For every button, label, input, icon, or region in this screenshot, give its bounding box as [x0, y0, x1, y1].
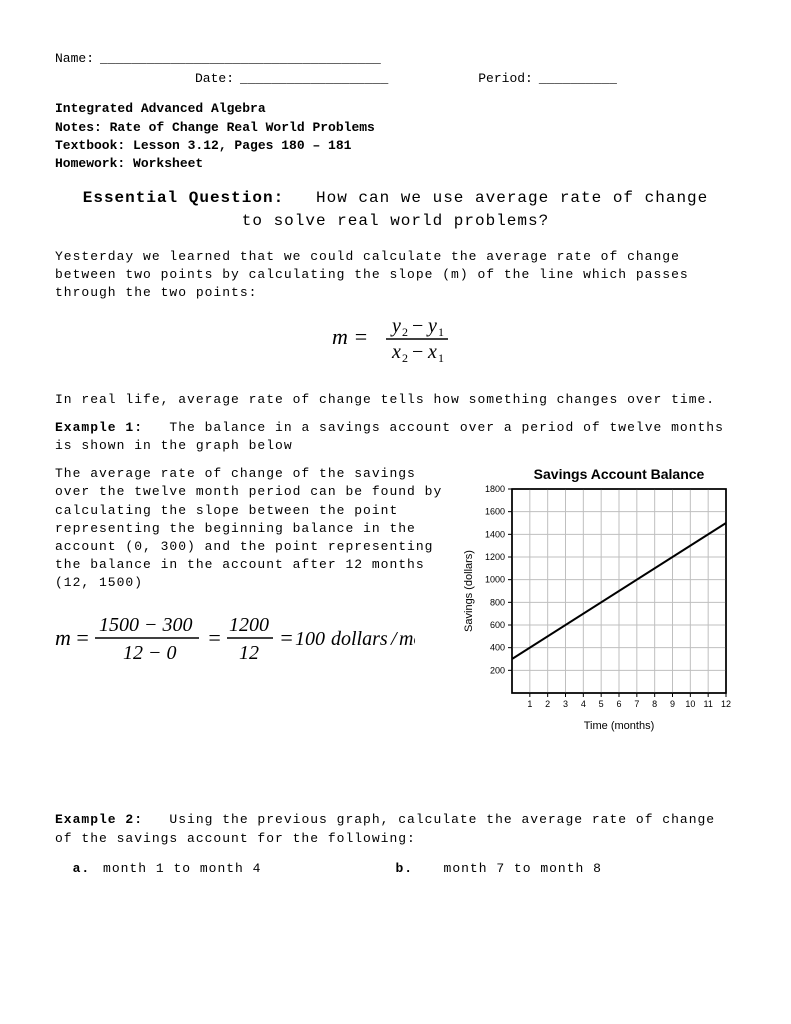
formula-minus: −	[412, 315, 423, 337]
intro-paragraph: Yesterday we learned that we could calcu…	[55, 248, 736, 303]
svg-text:400: 400	[490, 643, 505, 653]
svg-text:1800: 1800	[485, 484, 505, 494]
svg-text:1400: 1400	[485, 530, 505, 540]
example-2-part-a: a. month 1 to month 4	[55, 860, 396, 878]
date-label: Date:	[195, 70, 234, 88]
part-a-label: a.	[73, 861, 91, 876]
name-blank: ____________________________________	[100, 50, 381, 68]
svg-text:Savings (dollars): Savings (dollars)	[463, 550, 475, 632]
svg-text:1: 1	[527, 699, 532, 709]
formula-numerator: y	[390, 315, 401, 337]
course-info-block: Integrated Advanced Algebra Notes: Rate …	[55, 100, 736, 173]
course-line-1: Integrated Advanced Algebra	[55, 100, 736, 118]
svg-text:7: 7	[634, 699, 639, 709]
svg-text:/: /	[390, 628, 399, 650]
example-2-label: Example 2:	[55, 812, 143, 827]
formula-sub: 2	[402, 325, 408, 339]
example-1-intro-text: The balance in a savings account over a …	[55, 420, 724, 453]
period-blank: __________	[539, 70, 617, 88]
essential-text-2: to solve real world problems?	[242, 212, 549, 230]
svg-text:12: 12	[721, 699, 731, 709]
svg-text:10: 10	[685, 699, 695, 709]
svg-text:1500 − 300: 1500 − 300	[99, 614, 193, 636]
part-b-text: month 7 to month 8	[444, 861, 602, 876]
svg-text:1200: 1200	[485, 552, 505, 562]
svg-text:2: 2	[545, 699, 550, 709]
course-line-4: Homework: Worksheet	[55, 155, 736, 173]
example-1-calc: m = 1500 − 300 12 − 0 = 1200 12 = 100 do…	[55, 611, 444, 675]
svg-text:8: 8	[652, 699, 657, 709]
svg-text:3: 3	[563, 699, 568, 709]
formula-minus2: −	[412, 341, 423, 363]
svg-text:4: 4	[581, 699, 586, 709]
example-2-text: Using the previous graph, calculate the …	[55, 812, 715, 845]
example-1-intro: Example 1: The balance in a savings acco…	[55, 419, 736, 455]
name-label: Name:	[55, 50, 94, 68]
svg-text:m: m	[55, 625, 71, 650]
example-1-desc: The average rate of change of the saving…	[55, 465, 444, 592]
example-2-parts: a. month 1 to month 4 b. month 7 to mont…	[55, 860, 736, 878]
header-name-line: Name: __________________________________…	[55, 50, 736, 68]
svg-text:200: 200	[490, 666, 505, 676]
svg-text:12: 12	[239, 642, 259, 664]
svg-text:Time (months): Time (months)	[584, 720, 655, 732]
essential-question: Essential Question: How can we use avera…	[55, 187, 736, 232]
formula-lhs: m =	[332, 324, 368, 349]
svg-text:100: 100	[295, 628, 325, 650]
real-life-paragraph: In real life, average rate of change tel…	[55, 391, 736, 409]
svg-text:800: 800	[490, 598, 505, 608]
svg-text:1600: 1600	[485, 507, 505, 517]
example-2: Example 2: Using the previous graph, cal…	[55, 811, 736, 847]
formula-x2: x	[391, 341, 401, 363]
part-a-text: month 1 to month 4	[103, 861, 261, 876]
slope-formula: m = y 2 − y 1 x 2 − x 1	[55, 312, 736, 372]
svg-text:=: =	[279, 625, 294, 650]
part-b-label: b.	[396, 861, 414, 876]
svg-text:12 − 0: 12 − 0	[123, 642, 177, 664]
svg-text:6: 6	[616, 699, 621, 709]
svg-text:600: 600	[490, 620, 505, 630]
svg-text:=: =	[75, 625, 90, 650]
example-2-part-b: b. month 7 to month 8	[396, 860, 737, 878]
period-label: Period:	[478, 70, 533, 88]
svg-text:dollars: dollars	[331, 628, 388, 650]
header-date-period-line: Date: ___________________ Period: ______…	[55, 70, 736, 88]
essential-label: Essential Question:	[83, 189, 284, 207]
savings-chart: Savings Account Balance 200 400 600 800 1000 1…	[456, 465, 736, 741]
date-blank: ___________________	[240, 70, 388, 88]
svg-text:month: month	[399, 628, 415, 650]
formula-x1: x	[427, 341, 437, 363]
svg-text:5: 5	[599, 699, 604, 709]
svg-text:Savings Account Balance: Savings Account Balance	[534, 466, 705, 482]
svg-text:1000: 1000	[485, 575, 505, 585]
course-line-3: Textbook: Lesson 3.12, Pages 180 – 181	[55, 137, 736, 155]
svg-text:=: =	[207, 625, 222, 650]
course-line-2: Notes: Rate of Change Real World Problem…	[55, 119, 736, 137]
svg-text:1200: 1200	[229, 614, 269, 636]
essential-text-1: How can we use average rate of change	[316, 189, 708, 207]
example-1-label: Example 1:	[55, 420, 143, 435]
svg-text:11: 11	[703, 699, 712, 709]
formula-subx1: 1	[438, 351, 444, 365]
svg-text:9: 9	[670, 699, 675, 709]
example-1-body: The average rate of change of the saving…	[55, 465, 736, 741]
formula-subx2: 2	[402, 351, 408, 365]
formula-sub1: 1	[438, 325, 444, 339]
formula-y1: y	[426, 315, 437, 337]
